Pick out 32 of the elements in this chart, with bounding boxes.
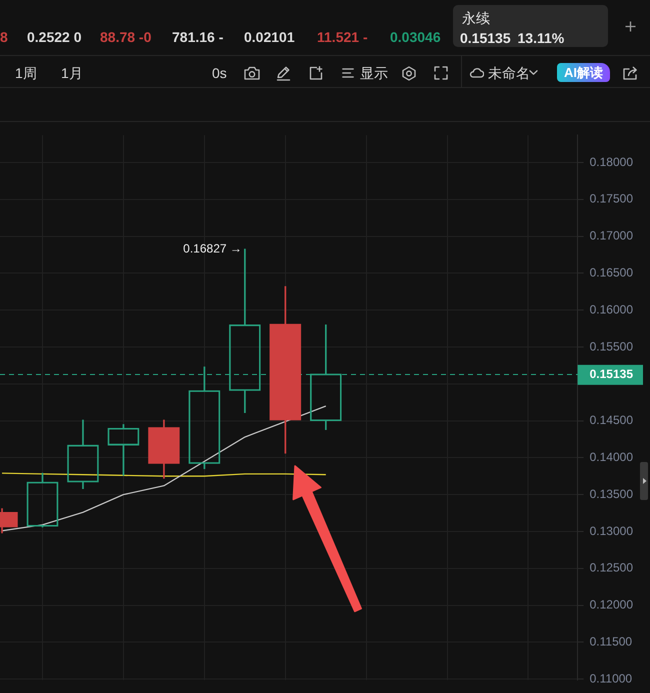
text: 显示 <box>360 65 388 81</box>
text: 未命名 <box>488 65 530 81</box>
ref-line-label: 0.15135 <box>590 367 634 382</box>
y-tick-label: 0.11000 <box>590 671 632 686</box>
text: 0.03046 <box>390 29 441 46</box>
text: 1周 <box>15 65 37 81</box>
y-tick-label: 0.11500 <box>590 634 632 648</box>
y-tick-label: 0.16500 <box>590 266 634 280</box>
text: 11.521 - <box>317 29 368 46</box>
y-tick-label: 0.15500 <box>590 339 634 354</box>
text: 0.02101 <box>244 29 295 46</box>
candlestick <box>148 420 180 479</box>
y-tick-label: 0.16000 <box>590 302 634 316</box>
button: AI解读 <box>557 63 610 82</box>
y-tick-label: 0.18000 <box>590 154 634 169</box>
text: 0.2522 0 <box>27 29 82 46</box>
y-tick-label: 0.14000 <box>590 450 634 464</box>
text: 永续 <box>462 10 490 27</box>
annotation: 0.16827 → <box>183 241 242 256</box>
y-tick-label: 0.12500 <box>590 560 634 575</box>
y-tick-label: 0.17000 <box>590 228 634 243</box>
y-tick-label: 0.12000 <box>590 598 634 612</box>
text: 8 <box>0 29 8 46</box>
text: 0.15135 13.11% <box>460 30 564 47</box>
text: 88.78 -0 <box>100 29 152 46</box>
y-tick-label: 0.17500 <box>590 192 634 206</box>
text: 781.16 - <box>172 29 224 46</box>
y-tick-label: 0.13000 <box>590 524 634 538</box>
text: 1月 <box>61 65 83 81</box>
y-tick-label: 0.14500 <box>590 413 634 428</box>
y-tick-label: 0.13500 <box>590 486 634 501</box>
text: 0s <box>212 65 227 81</box>
